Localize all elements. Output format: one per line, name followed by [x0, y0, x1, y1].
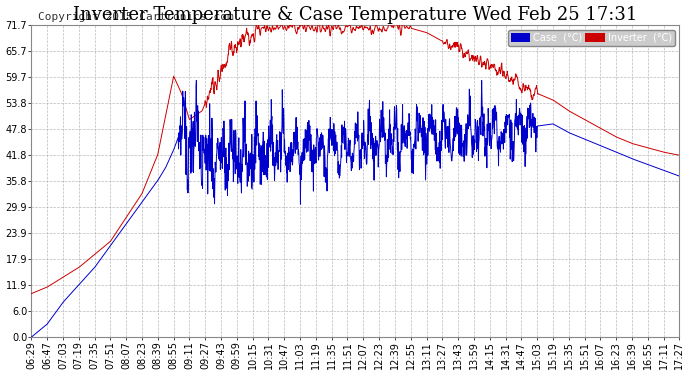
Text: Copyright 2015 Cartronics.com: Copyright 2015 Cartronics.com	[38, 12, 234, 22]
Legend: Case  (°C), Inverter  (°C): Case (°C), Inverter (°C)	[508, 30, 675, 46]
Title: Inverter Temperature & Case Temperature Wed Feb 25 17:31: Inverter Temperature & Case Temperature …	[73, 6, 638, 24]
